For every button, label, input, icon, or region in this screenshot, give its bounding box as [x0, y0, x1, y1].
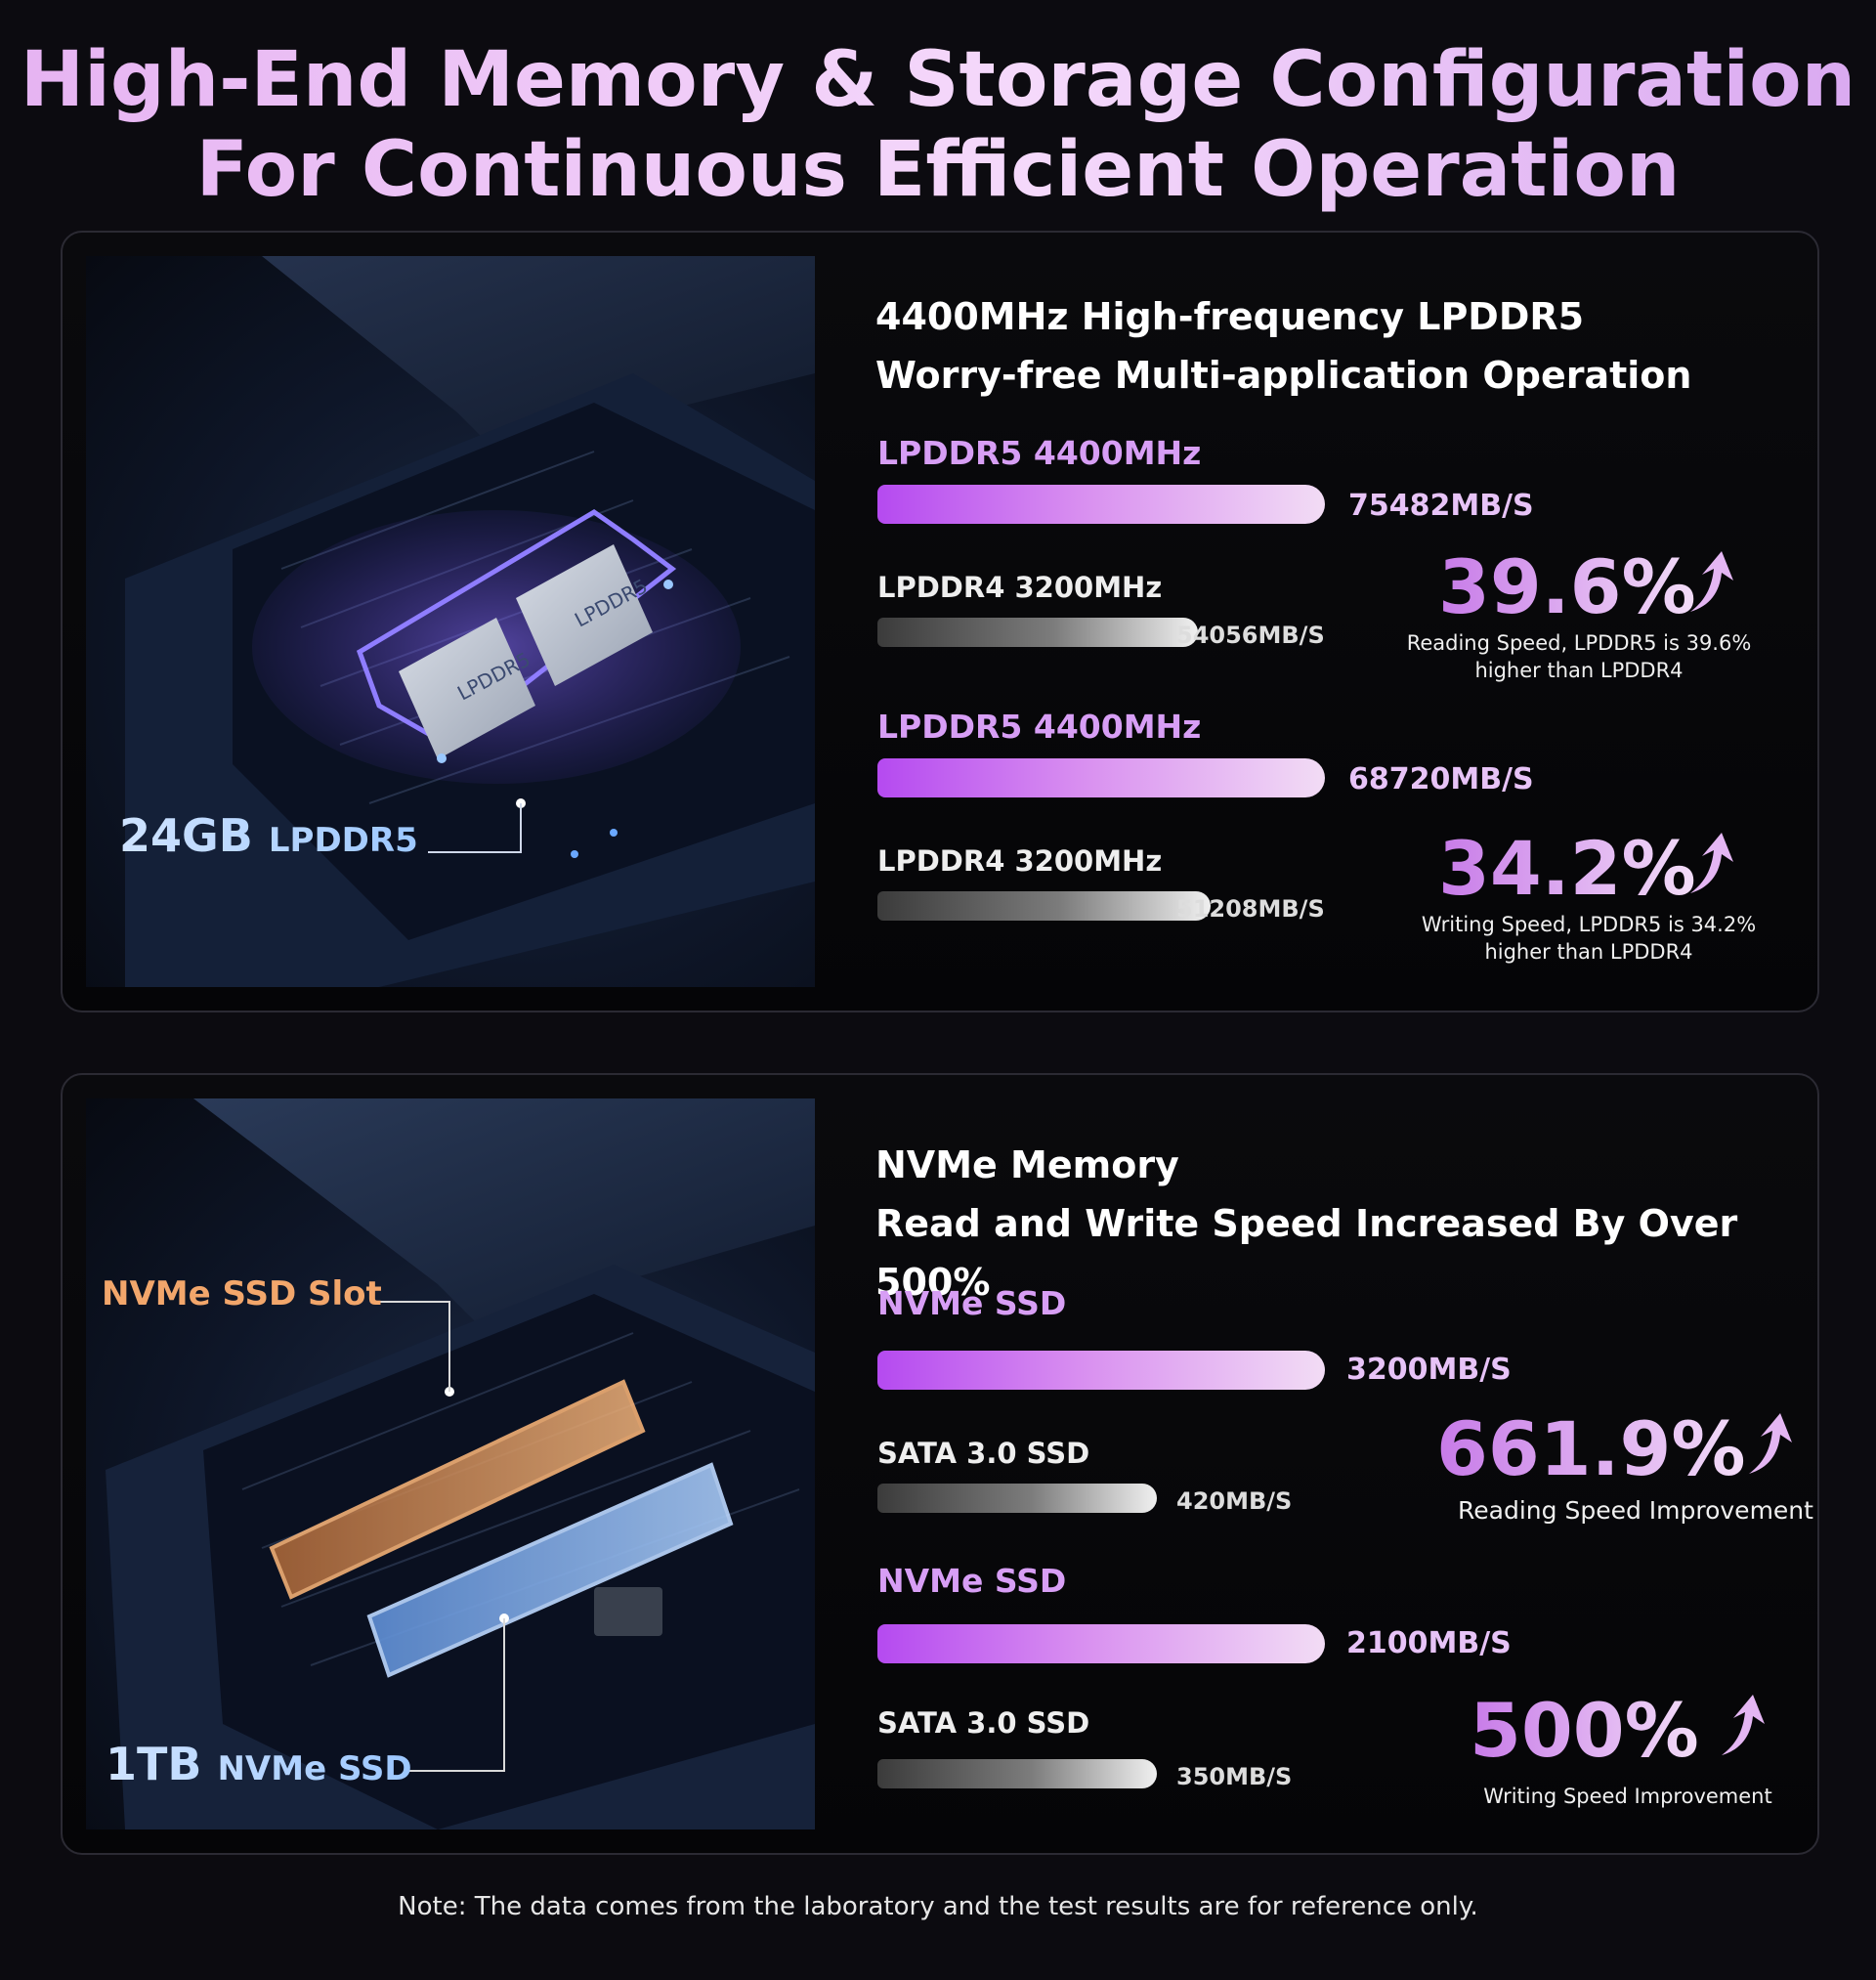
- storage-product-image: NVMe SSD Slot 1TB NVMe SSD: [86, 1098, 815, 1829]
- memory-panel: LPDDR5 LPDDR5 24GB LPDDR5 4400MHz High-f…: [61, 231, 1819, 1012]
- storage-write-b-value: 350MB/S: [1176, 1763, 1293, 1790]
- memory-write-a-value: 68720MB/S: [1348, 762, 1534, 796]
- storage-write-b-bar: [877, 1759, 1157, 1788]
- memory-read-a-value: 75482MB/S: [1348, 489, 1534, 523]
- memory-write-percent: 34.2%: [1438, 825, 1696, 912]
- headline-line-1: High-End Memory & Storage Configuration: [0, 35, 1876, 125]
- memory-type: LPDDR5: [268, 821, 418, 860]
- footnote: Note: The data comes from the laboratory…: [398, 1892, 1478, 1921]
- memory-title-line-2: Worry-free Multi-application Operation: [875, 354, 1692, 397]
- storage-read-a-label: NVMe SSD: [877, 1284, 1067, 1322]
- memory-write-b-label: LPDDR4 3200MHz: [877, 844, 1163, 878]
- storage-read-note: Reading Speed Improvement: [1458, 1496, 1813, 1525]
- storage-capacity: 1TB: [106, 1738, 202, 1790]
- arrow-up-icon: [1690, 833, 1733, 893]
- storage-read-b-label: SATA 3.0 SSD: [877, 1437, 1090, 1470]
- storage-write-a-value: 2100MB/S: [1346, 1626, 1512, 1660]
- storage-board-illustration: [106, 1098, 815, 1829]
- storage-write-percent: 500%: [1470, 1687, 1699, 1774]
- arrow-up-icon: [1749, 1413, 1792, 1474]
- storage-read-a-value: 3200MB/S: [1346, 1353, 1512, 1387]
- memory-write-a-bar: [877, 758, 1325, 797]
- storage-title-line-1: NVMe Memory: [875, 1143, 1179, 1186]
- storage-capacity-callout: 1TB NVMe SSD: [106, 1738, 412, 1790]
- arrow-up-icon: [1722, 1695, 1765, 1755]
- storage-write-b-label: SATA 3.0 SSD: [877, 1706, 1090, 1740]
- memory-product-image: LPDDR5 LPDDR5 24GB LPDDR5: [86, 256, 815, 987]
- memory-write-b-bar: [877, 891, 1211, 921]
- headline: High-End Memory & Storage Configuration …: [0, 35, 1876, 215]
- memory-read-note: Reading Speed, LPDDR5 is 39.6% higher th…: [1406, 631, 1752, 682]
- memory-read-b-label: LPDDR4 3200MHz: [877, 571, 1163, 604]
- headline-line-2: For Continuous Efficient Operation: [0, 125, 1876, 215]
- storage-panel: NVMe SSD Slot 1TB NVMe SSD NVMe Memory R…: [61, 1073, 1819, 1855]
- storage-read-b-value: 420MB/S: [1176, 1487, 1293, 1515]
- memory-spec-title: 4400MHz High-frequency LPDDR5 Worry-free…: [875, 287, 1813, 405]
- memory-capacity: 24GB: [119, 809, 253, 862]
- storage-read-percent: 661.9%: [1436, 1405, 1746, 1492]
- storage-write-a-label: NVMe SSD: [877, 1562, 1067, 1600]
- memory-read-b-value: 54056MB/S: [1176, 622, 1325, 649]
- memory-capacity-callout: 24GB LPDDR5: [119, 809, 418, 862]
- memory-write-a-label: LPDDR5 4400MHz: [877, 708, 1202, 746]
- memory-write-b-value: 51208MB/S: [1176, 895, 1325, 923]
- storage-write-a-bar: [877, 1624, 1325, 1663]
- ssd-slot-callout: NVMe SSD Slot: [102, 1274, 382, 1313]
- memory-title-line-1: 4400MHz High-frequency LPDDR5: [875, 295, 1585, 338]
- memory-read-a-label: LPDDR5 4400MHz: [877, 434, 1202, 472]
- memory-board-illustration: LPDDR5 LPDDR5: [125, 256, 815, 987]
- memory-read-percent: 39.6%: [1438, 543, 1696, 630]
- memory-read-a-bar: [877, 485, 1325, 524]
- storage-read-a-bar: [877, 1351, 1325, 1390]
- storage-write-note: Writing Speed Improvement: [1483, 1785, 1772, 1808]
- arrow-up-icon: [1690, 551, 1733, 612]
- storage-spec-title: NVMe Memory Read and Write Speed Increas…: [875, 1136, 1813, 1312]
- storage-type: NVMe SSD: [217, 1749, 412, 1788]
- memory-write-note: Writing Speed, LPDDR5 is 34.2% higher th…: [1421, 913, 1757, 964]
- storage-read-b-bar: [877, 1484, 1157, 1513]
- storage-title-line-2: Read and Write Speed Increased By Over 5…: [875, 1202, 1738, 1304]
- memory-read-b-bar: [877, 618, 1198, 647]
